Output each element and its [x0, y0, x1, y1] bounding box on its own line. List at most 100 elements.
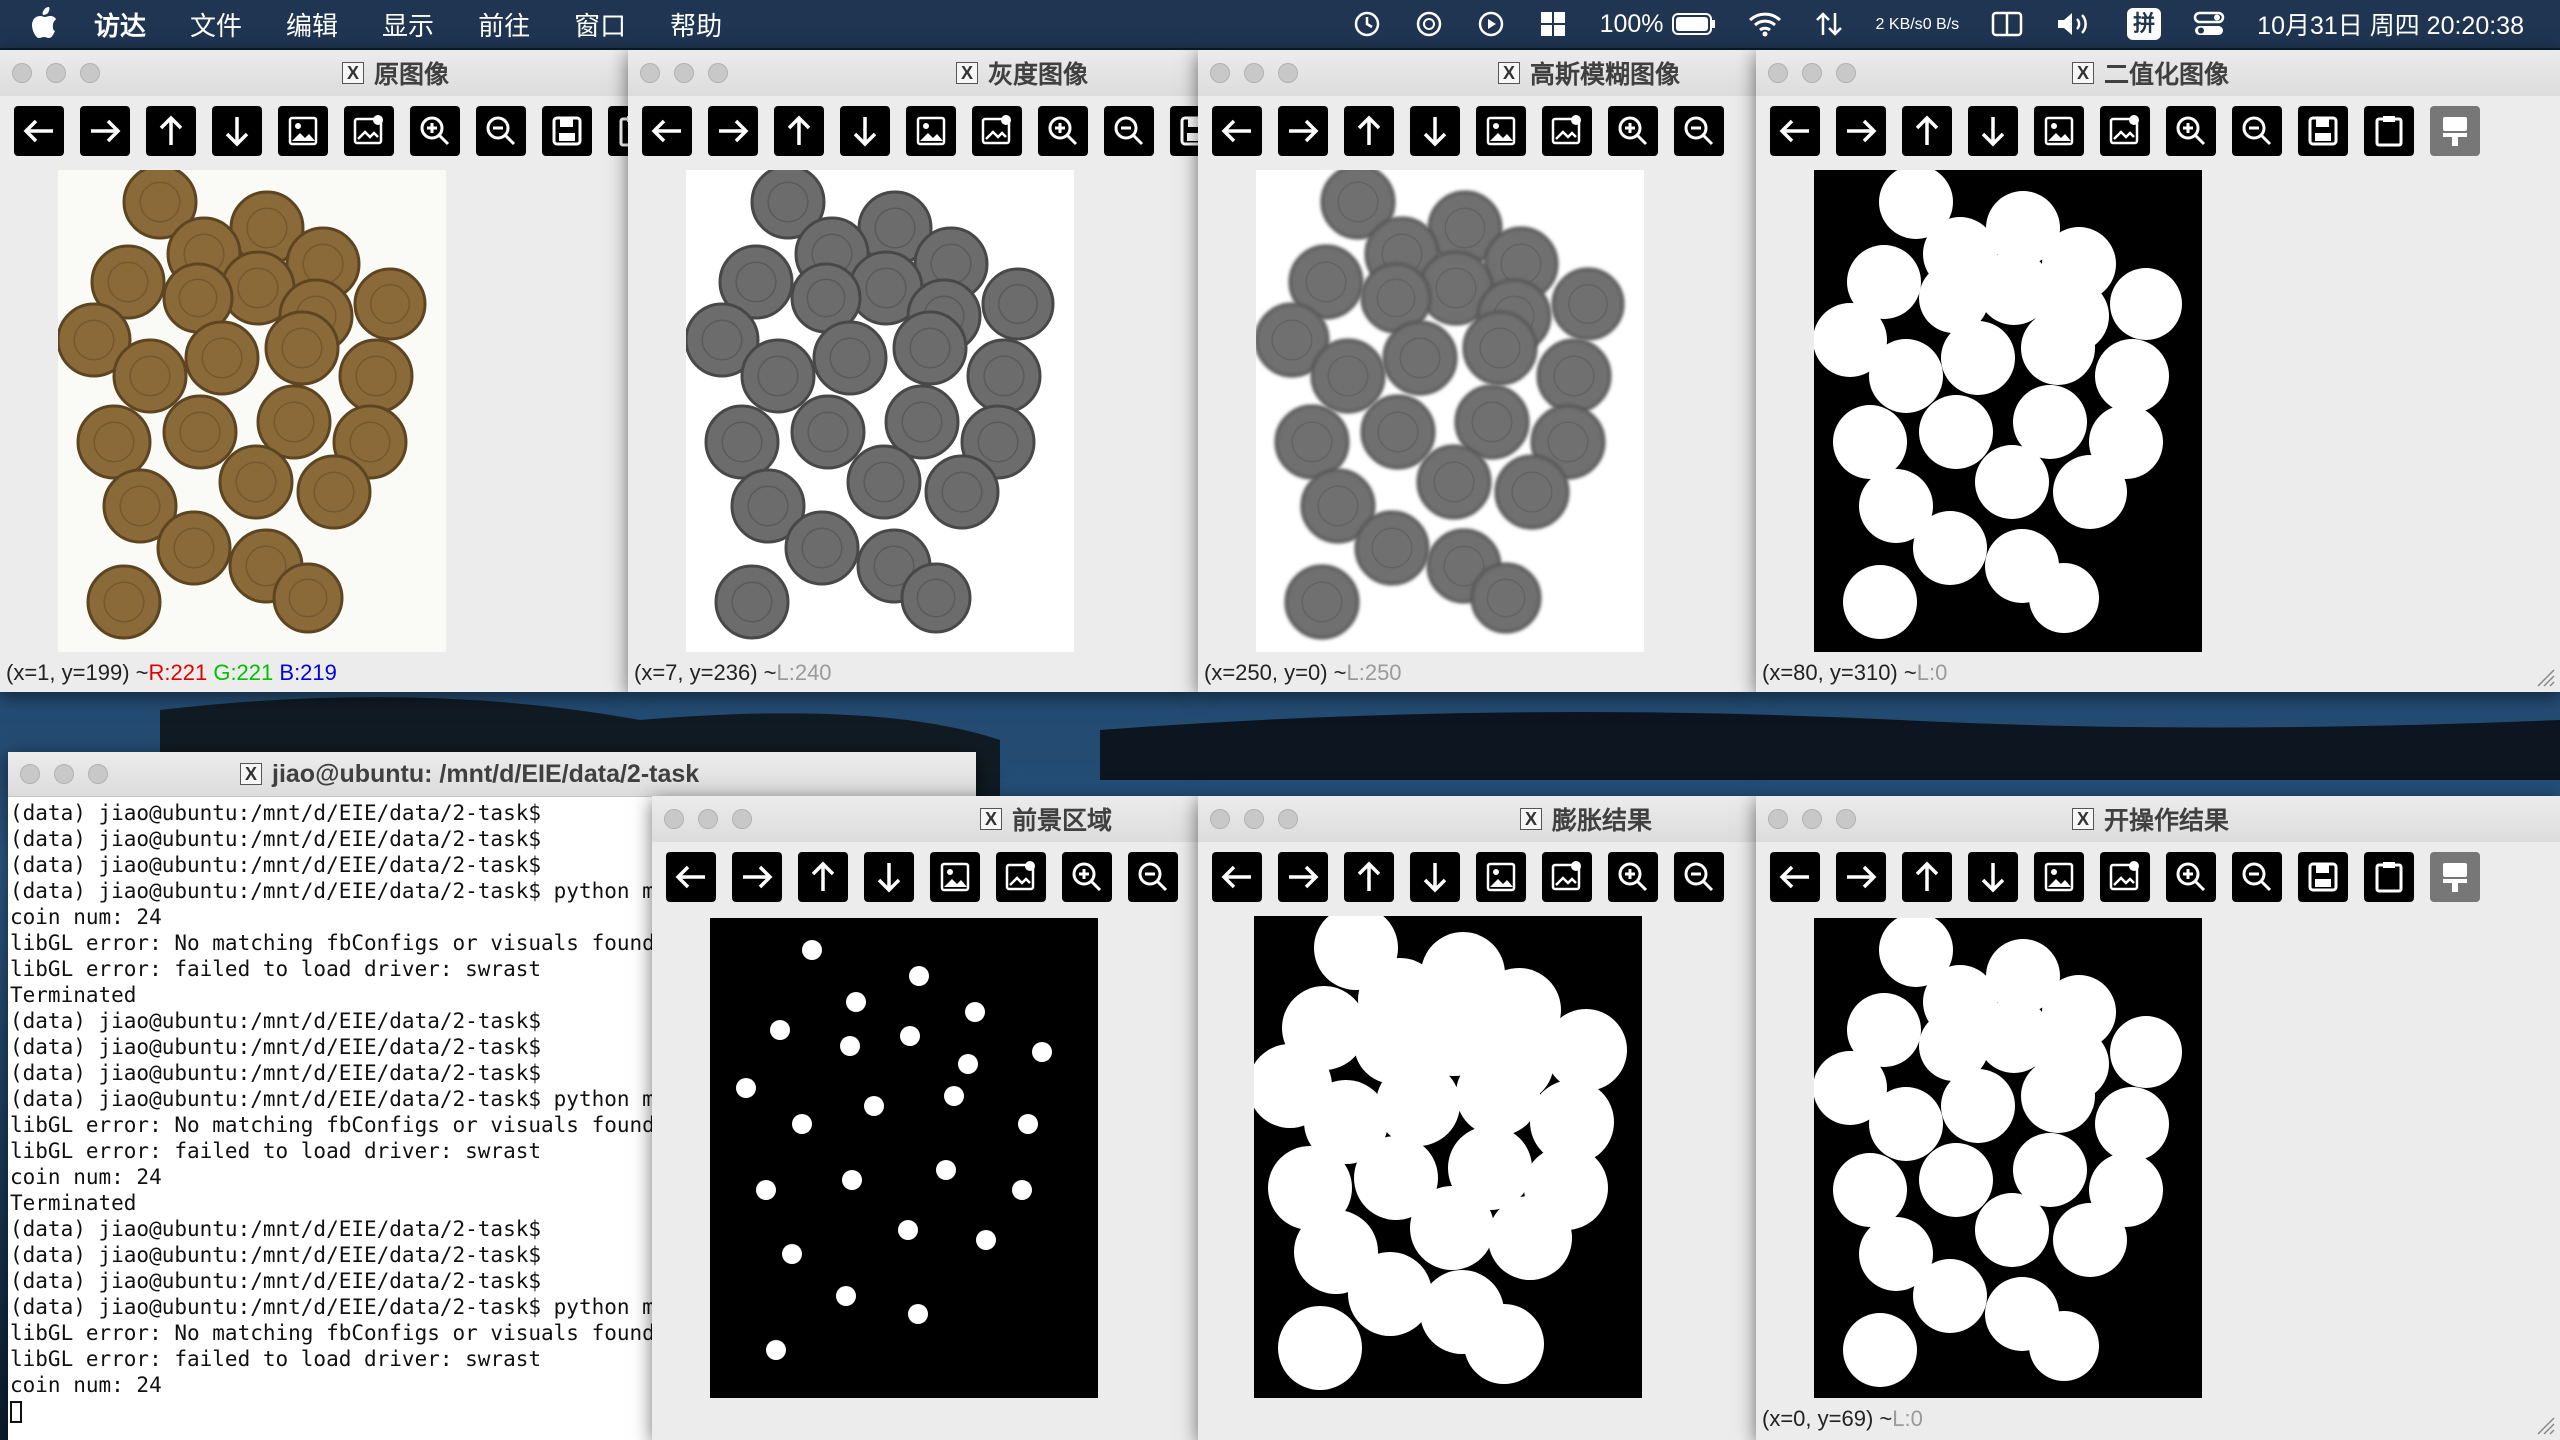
transfer-icon[interactable] [1814, 9, 1844, 39]
zoom-button[interactable] [732, 809, 752, 829]
arrow-up-button[interactable] [146, 106, 196, 156]
menu-window[interactable]: 窗口 [574, 10, 627, 41]
close-button[interactable] [20, 764, 40, 784]
menu-view[interactable]: 显示 [382, 10, 435, 41]
arrow-left-button[interactable] [1212, 852, 1262, 902]
zoom-button[interactable] [1278, 63, 1298, 83]
save-button[interactable] [2298, 106, 2348, 156]
zoom-out-button[interactable] [1674, 106, 1724, 156]
menu-help[interactable]: 帮助 [670, 10, 723, 41]
arrow-up-button[interactable] [1344, 106, 1394, 156]
zoom-in-button[interactable] [1608, 106, 1658, 156]
arrow-up-button[interactable] [1344, 852, 1394, 902]
play-icon[interactable] [1476, 9, 1506, 39]
zoom-button[interactable] [1278, 809, 1298, 829]
arrow-right-button[interactable] [80, 106, 130, 156]
minimize-button[interactable] [1802, 63, 1822, 83]
minimize-button[interactable] [674, 63, 694, 83]
copy-clipboard-button[interactable] [2364, 852, 2414, 902]
copy-clipboard-button[interactable] [608, 106, 628, 156]
openai-icon[interactable] [1414, 9, 1444, 39]
image-canvas[interactable] [710, 918, 1098, 1398]
close-button[interactable] [1768, 63, 1788, 83]
arrow-left-button[interactable] [1212, 106, 1262, 156]
arrow-left-button[interactable] [1770, 852, 1820, 902]
input-method-indicator[interactable]: 拼 [2127, 8, 2162, 40]
titlebar[interactable]: X 开操作结果 [1756, 796, 2560, 843]
apple-logo-icon[interactable] [16, 0, 72, 48]
arrow-up-button[interactable] [798, 852, 848, 902]
arrow-right-button[interactable] [1836, 106, 1886, 156]
close-button[interactable] [12, 63, 32, 83]
titlebar[interactable]: X 膨胀结果 [1198, 796, 1756, 843]
titlebar[interactable]: X 高斯模糊图像 [1198, 50, 1756, 97]
arrow-down-button[interactable] [864, 852, 914, 902]
zoom-button[interactable] [88, 764, 108, 784]
minimize-button[interactable] [1244, 809, 1264, 829]
save-button[interactable] [2298, 852, 2348, 902]
minimize-button[interactable] [698, 809, 718, 829]
image-button[interactable] [930, 852, 980, 902]
image-properties-button[interactable] [996, 852, 1046, 902]
zoom-out-button[interactable] [2232, 852, 2282, 902]
image-canvas[interactable] [1813, 913, 2202, 1398]
image-canvas[interactable] [56, 164, 446, 652]
minimize-button[interactable] [46, 63, 66, 83]
settings-panel-button[interactable] [2430, 106, 2480, 156]
minimize-button[interactable] [1244, 63, 1264, 83]
copy-clipboard-button[interactable] [2364, 106, 2414, 156]
network-speed[interactable]: 2 KB/s 0 B/s [1876, 15, 1960, 34]
image-button[interactable] [1476, 106, 1526, 156]
arrow-right-button[interactable] [1278, 106, 1328, 156]
image-button[interactable] [2034, 852, 2084, 902]
zoom-button[interactable] [1836, 63, 1856, 83]
image-properties-button[interactable] [1542, 852, 1592, 902]
zoom-out-button[interactable] [476, 106, 526, 156]
split-view-icon[interactable] [1991, 10, 2023, 38]
arrow-down-button[interactable] [1968, 106, 2018, 156]
image-button[interactable] [1476, 852, 1526, 902]
minimize-button[interactable] [1802, 809, 1822, 829]
arrow-down-button[interactable] [212, 106, 262, 156]
image-canvas[interactable] [1813, 165, 2202, 652]
arrow-down-button[interactable] [1410, 106, 1460, 156]
image-canvas[interactable] [1254, 164, 1644, 652]
close-button[interactable] [1210, 809, 1230, 829]
save-button[interactable] [542, 106, 592, 156]
save-button[interactable] [1170, 106, 1198, 156]
close-button[interactable] [664, 809, 684, 829]
zoom-out-button[interactable] [1104, 106, 1154, 156]
image-canvas[interactable] [684, 164, 1074, 652]
zoom-in-button[interactable] [2166, 106, 2216, 156]
arrow-up-button[interactable] [774, 106, 824, 156]
control-center-icon[interactable] [2193, 10, 2225, 38]
arrow-left-button[interactable] [666, 852, 716, 902]
menu-go[interactable]: 前往 [478, 10, 531, 41]
close-button[interactable] [1210, 63, 1230, 83]
zoom-button[interactable] [1836, 809, 1856, 829]
resize-grip-icon[interactable] [2534, 1414, 2556, 1436]
sync-icon[interactable] [1352, 9, 1382, 39]
image-properties-button[interactable] [2100, 852, 2150, 902]
zoom-out-button[interactable] [1128, 852, 1178, 902]
arrow-down-button[interactable] [1410, 852, 1460, 902]
menu-file[interactable]: 文件 [190, 10, 243, 41]
grid-icon[interactable] [1538, 9, 1568, 39]
zoom-in-button[interactable] [410, 106, 460, 156]
zoom-in-button[interactable] [1038, 106, 1088, 156]
titlebar[interactable]: X 原图像 [0, 50, 628, 97]
image-button[interactable] [906, 106, 956, 156]
menu-edit[interactable]: 编辑 [286, 10, 339, 41]
image-canvas[interactable] [1248, 906, 1642, 1398]
battery-status[interactable]: 100% [1600, 10, 1716, 39]
arrow-left-button[interactable] [14, 106, 64, 156]
settings-panel-button[interactable] [2430, 852, 2480, 902]
image-properties-button[interactable] [1542, 106, 1592, 156]
resize-grip-icon[interactable] [2534, 666, 2556, 688]
image-properties-button[interactable] [2100, 106, 2150, 156]
arrow-down-button[interactable] [840, 106, 890, 156]
arrow-up-button[interactable] [1902, 106, 1952, 156]
arrow-left-button[interactable] [642, 106, 692, 156]
arrow-left-button[interactable] [1770, 106, 1820, 156]
